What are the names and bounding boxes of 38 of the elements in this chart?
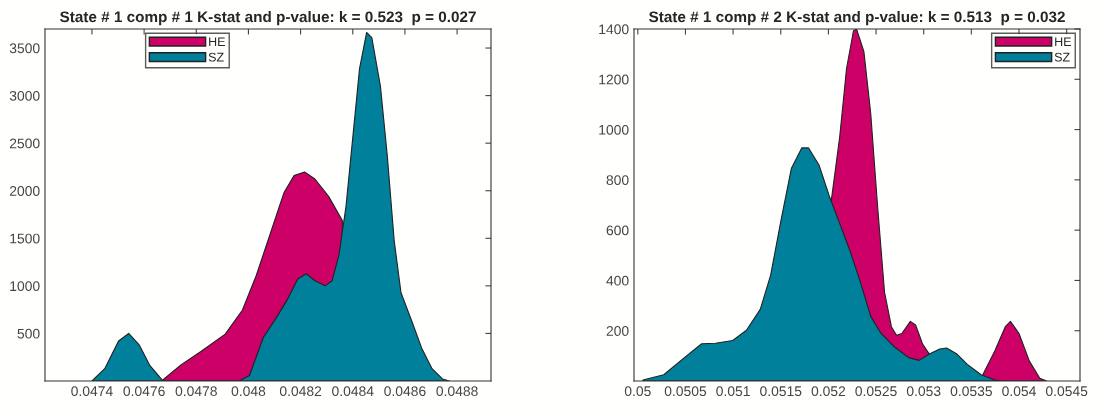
y-tick-label: 800 [606, 175, 629, 186]
y-tick-label: 200 [606, 326, 629, 336]
x-tick-label: 0.0505 [664, 386, 707, 397]
x-tick-label: 0.0474 [71, 386, 113, 397]
x-tick-label: 0.0545 [1045, 386, 1088, 397]
chart-title: State # 1 comp # 1 K-stat and p-value: k = 0.523 p = 0.027 [59, 10, 476, 26]
y-tick-label: 1000 [599, 124, 629, 135]
chart-title: State # 1 comp # 2 K-stat and p-value: k = 0.513 p = 0.032 [648, 10, 1065, 26]
x-tick-label: 0.0484 [332, 386, 374, 397]
x-tick-label: 0.0535 [950, 386, 993, 397]
x-tick-label: 0.051 [716, 386, 750, 397]
legend-label: SZ [208, 52, 224, 62]
y-tick-label: 400 [606, 275, 629, 286]
x-tick-label: 0.05 [624, 386, 651, 397]
y-tick-label: 600 [606, 225, 629, 236]
x-tick-label: 0.048 [231, 386, 266, 397]
x-tick-label: 0.0488 [436, 386, 478, 397]
y-tick-label: 1000 [10, 281, 40, 292]
y-tick-label: 3500 [9, 43, 40, 54]
x-tick-label: 0.053 [906, 386, 941, 397]
x-tick-label: 0.0476 [123, 386, 165, 397]
x-tick-label: 0.0486 [384, 386, 426, 397]
legend-label: HE [209, 37, 225, 47]
y-tick-label: 2500 [9, 138, 40, 149]
y-tick-label: 2000 [9, 186, 40, 196]
y-tick-label: 3000 [9, 90, 40, 101]
x-tick-label: 0.0525 [855, 386, 897, 397]
legend-label: HE [1055, 37, 1071, 47]
y-tick-label: 500 [17, 328, 40, 339]
x-tick-label: 0.054 [1002, 386, 1036, 397]
x-tick-label: 0.052 [811, 386, 846, 397]
legend-label: SZ [1054, 52, 1070, 62]
x-tick-label: 0.0482 [279, 386, 322, 397]
y-tick-label: 1400 [599, 24, 629, 35]
y-tick-label: 1500 [10, 233, 40, 244]
x-tick-label: 0.0515 [760, 386, 802, 397]
y-tick-label: 1200 [599, 74, 629, 85]
x-tick-label: 0.0478 [175, 386, 217, 397]
